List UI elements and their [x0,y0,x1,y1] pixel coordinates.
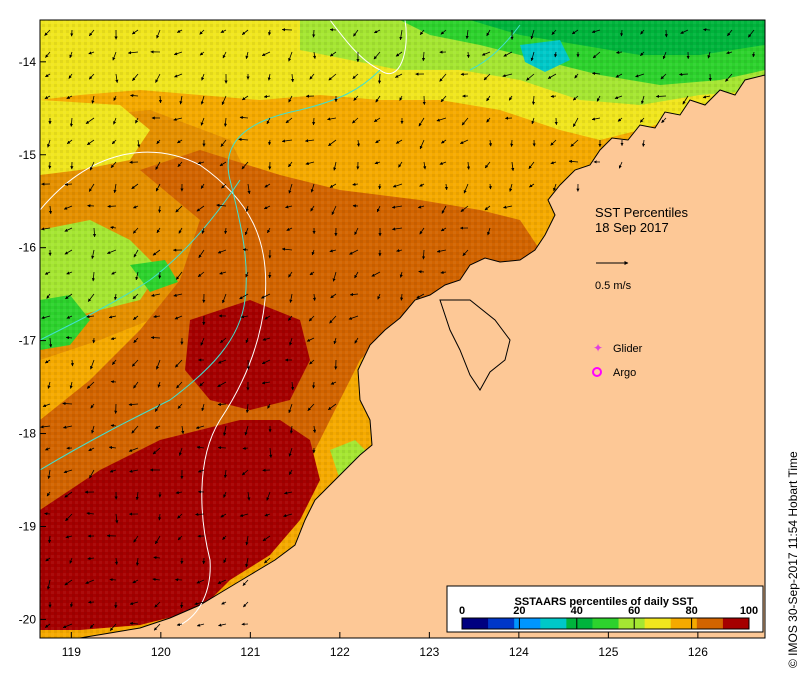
current-vector [151,337,160,338]
y-tick-label: -16 [19,241,37,255]
argo-label: Argo [613,367,636,379]
colorbar-label: 20 [513,605,525,617]
colorbar-swatch [462,618,489,629]
colorbar-label: 40 [571,605,583,617]
glider-marker-icon: ✦ [593,341,603,355]
glider-label: Glider [613,343,643,355]
current-vector [419,271,424,272]
x-tick-label: 121 [240,645,260,659]
current-vector [108,206,116,207]
colorbar-swatch [645,618,672,629]
colorbar-swatch [697,618,724,629]
colorbar-title: SSTAARS percentiles of daily SST [515,596,694,608]
y-tick-label: -14 [19,55,37,69]
colorbar-swatch [540,618,567,629]
x-tick-label: 122 [330,645,350,659]
current-vector [313,30,314,37]
y-tick-label: -18 [19,427,37,441]
colorbar-swatch [723,618,750,629]
colorbar-swatch [671,618,698,629]
x-tick-label: 123 [419,645,439,659]
y-tick-label: -20 [19,612,37,626]
x-tick-label: 125 [598,645,618,659]
x-tick-label: 120 [151,645,171,659]
x-tick-label: 124 [509,645,529,659]
colorbar-swatch [592,618,619,629]
colorbar-swatch [488,618,515,629]
colorbar-label: 80 [685,605,697,617]
colorbar-label: 60 [628,605,640,617]
current-vector [218,447,226,448]
colorbar-swatches [462,618,750,629]
colorbar-swatch [566,618,593,629]
x-tick-label: 119 [62,645,81,659]
scale-label: 0.5 m/s [595,280,632,292]
colorbar-label: 0 [459,605,465,617]
current-vector [313,118,314,125]
current-vector [218,404,226,405]
map-title: SST Percentiles [595,205,688,220]
y-tick-label: -19 [19,519,37,533]
colorbar-swatch [514,618,541,629]
colorbar-swatch [619,618,646,629]
map-date: 18 Sep 2017 [595,220,669,235]
x-tick-label: 126 [688,645,708,659]
current-vector [656,96,666,97]
colorbar-label: 100 [740,605,758,617]
current-vector [679,74,688,75]
y-tick-label: -17 [19,334,37,348]
current-vector [181,602,182,608]
y-tick-label: -15 [19,148,37,162]
colorbar: SSTAARS percentiles of daily SST 0 20 40 60… [447,586,763,632]
imos-credit: © IMOS 30-Sep-2017 11:54 Hobart Time [786,451,800,668]
